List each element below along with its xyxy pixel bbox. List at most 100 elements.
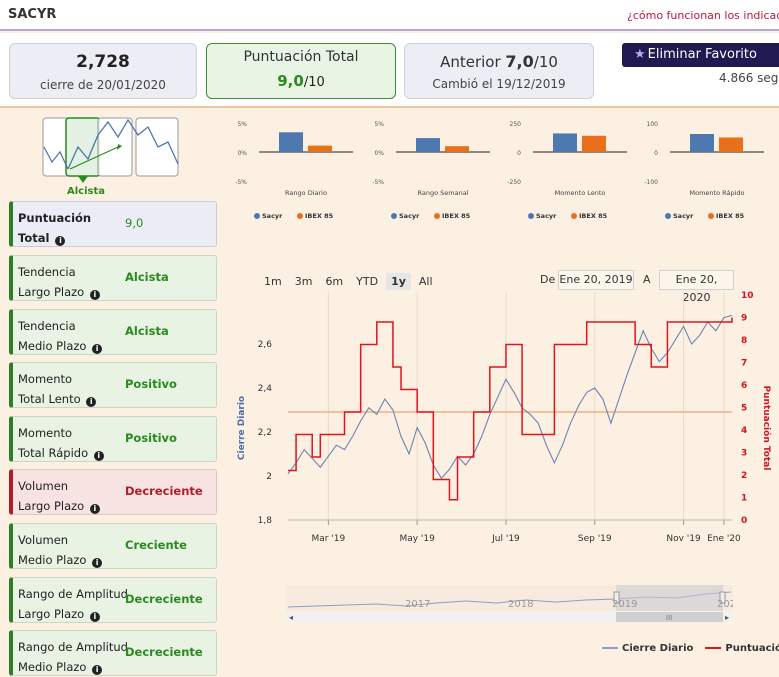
indicator-value: Positivo	[125, 431, 177, 445]
info-icon[interactable]: i	[92, 344, 103, 354]
bar-legend-ibex: IBEX 85	[305, 212, 334, 220]
info-icon[interactable]: i	[92, 558, 103, 568]
legend-label: Cierre Diario	[622, 642, 694, 654]
total-score-suffix: /10	[303, 75, 325, 90]
range-button-3m[interactable]: 3m	[294, 275, 313, 288]
range-button-1m[interactable]: 1m	[264, 275, 282, 288]
indicator-value: Decreciente	[125, 484, 203, 498]
indicator-label: Momento Total Lento i	[18, 369, 130, 409]
bar-sacyr[interactable]	[553, 133, 577, 152]
info-icon[interactable]: i	[86, 397, 97, 407]
indicator-line1: Tendencia	[18, 319, 76, 333]
legend-sacyr-icon	[528, 213, 534, 219]
comparison-bar-charts: 5% 0% -5% Rango Diario Sacyr IBEX 85 5% 0% -5% Ra…	[235, 121, 764, 220]
info-icon[interactable]: i	[93, 451, 104, 461]
indicator-line1: Tendencia	[18, 265, 76, 279]
previous-score-caption: Cambió el 19/12/2019	[432, 77, 566, 91]
bar-sacyr[interactable]	[279, 132, 303, 152]
trend-selector	[66, 118, 100, 176]
trend-label: Alcista	[67, 186, 105, 195]
bar-chart: 5% 0% -5% Rango Semanal Sacyr IBEX 85	[372, 121, 490, 220]
indicator-card[interactable]: Tendencia Largo Plazo i Alcista	[9, 255, 217, 301]
bar-sacyr[interactable]	[416, 138, 440, 152]
total-score-label: Puntuación Total	[243, 49, 359, 65]
date-from-label: De	[540, 273, 556, 286]
indicator-value: Alcista	[125, 270, 169, 284]
legend-sacyr-icon	[391, 213, 397, 219]
indicator-line1: Volumen	[18, 533, 69, 547]
indicator-line1: Puntuación	[18, 211, 92, 225]
indicator-value: 9,0	[125, 216, 144, 230]
legend-item[interactable]: Puntuación	[705, 643, 779, 654]
bar-legend-ibex: IBEX 85	[579, 212, 608, 220]
bar-y-tick: 100	[647, 121, 659, 128]
bar-y-tick: 0	[517, 150, 521, 157]
legend-swatch	[705, 647, 722, 649]
indicator-label: Rango de Amplitud Medio Plazo i	[18, 637, 130, 677]
info-icon[interactable]: i	[92, 665, 103, 675]
bar-chart: 100 0 -100 Momento Rápido Sacyr IBEX 85	[644, 121, 764, 220]
y-left-tick: 2	[266, 472, 272, 482]
date-to-input[interactable]: Ene 20, 2020	[659, 270, 734, 304]
bar-y-tick: -100	[644, 179, 658, 186]
scroll-right-icon: ▸	[725, 613, 729, 622]
indicator-line2: Medio Plazo	[18, 339, 87, 353]
legend-swatch	[602, 647, 618, 649]
y-right-tick: 5	[741, 404, 747, 414]
legend-sacyr-icon	[665, 213, 671, 219]
range-button-all[interactable]: All	[418, 275, 433, 288]
legend-ibex-icon	[297, 213, 303, 219]
y-right-tick: 7	[741, 359, 747, 369]
bar-sacyr[interactable]	[690, 134, 714, 152]
range-button-1y[interactable]: 1y	[386, 273, 411, 290]
bar-y-tick: -5%	[235, 179, 247, 186]
indicator-card[interactable]: Puntuación Total i 9,0	[9, 201, 217, 247]
legend-item[interactable]: Cierre Diario	[602, 643, 693, 654]
trend-illustration: Alcista	[42, 117, 179, 195]
indicator-line1: Momento	[18, 372, 73, 386]
y-right-tick: 10	[741, 291, 754, 301]
close-price-card: 2,728 cierre de 20/01/2020	[9, 43, 197, 99]
info-icon[interactable]: i	[89, 504, 100, 514]
range-navigator[interactable]: 2017 2018 2019 2020 ◂ III ▸	[286, 585, 733, 623]
help-link[interactable]: ¿cómo funcionan los indicadores?	[627, 9, 779, 22]
indicator-label: Volumen Largo Plazo i	[18, 476, 130, 516]
plot-area	[288, 292, 732, 520]
remove-favorite-button[interactable]: ★ Eliminar Favorito	[622, 43, 779, 67]
indicator-card[interactable]: Volumen Medio Plazo i Creciente	[9, 523, 217, 569]
bar-ibex[interactable]	[308, 145, 332, 152]
remove-favorite-label: Eliminar Favorito	[647, 47, 757, 62]
previous-score-label: Anterior	[440, 53, 501, 71]
previous-score-card: Anterior 7,0/10 Cambió el 19/12/2019	[404, 43, 594, 99]
indicator-card[interactable]: Rango de Amplitud Medio Plazo i Decrecient…	[9, 630, 217, 676]
range-button-ytd[interactable]: YTD	[356, 275, 379, 288]
bar-ibex[interactable]	[445, 146, 469, 152]
total-score-value: 9,0/10	[207, 72, 395, 90]
indicator-card[interactable]: Momento Total Rápido i Positivo	[9, 416, 217, 462]
indicator-card[interactable]: Volumen Largo Plazo i Decreciente	[9, 469, 217, 515]
bar-legend-sacyr: Sacyr	[399, 212, 420, 220]
bar-ibex[interactable]	[582, 135, 606, 152]
x-tick-label: May '19	[399, 534, 435, 544]
indicator-card[interactable]: Tendencia Medio Plazo i Alcista	[9, 309, 217, 355]
navigator-scroll-thumb	[616, 612, 723, 622]
range-button-6m[interactable]: 6m	[325, 275, 344, 288]
date-from-input[interactable]: Ene 20, 2019	[558, 270, 634, 290]
indicator-label: Puntuación Total i	[18, 208, 130, 248]
trend-panel-3	[97, 117, 133, 177]
series-cierre-diario[interactable]	[287, 314, 733, 480]
series-puntuacion[interactable]	[288, 317, 733, 501]
company-name: SACYR	[8, 7, 57, 22]
bar-legend-ibex: IBEX 85	[442, 212, 471, 220]
total-score-number: 9,0	[277, 72, 304, 90]
info-icon[interactable]: i	[89, 290, 100, 300]
indicator-card[interactable]: Rango de Amplitud Largo Plazo i Decrecient…	[9, 577, 217, 623]
info-icon[interactable]: i	[55, 236, 66, 246]
navigator-handle-right	[719, 591, 726, 604]
indicator-value: Alcista	[125, 324, 169, 338]
bar-y-tick: 0%	[374, 150, 384, 157]
bar-ibex[interactable]	[719, 137, 743, 153]
info-icon[interactable]: i	[89, 612, 100, 622]
indicator-line1: Volumen	[18, 479, 69, 493]
indicator-card[interactable]: Momento Total Lento i Positivo	[9, 362, 217, 408]
